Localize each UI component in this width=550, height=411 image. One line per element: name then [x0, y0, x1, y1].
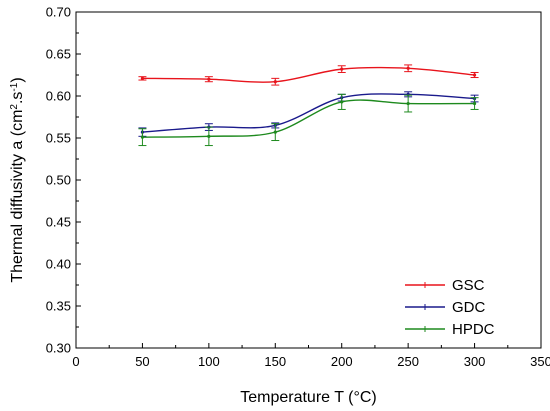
- x-axis: 0 50 100 150 200 250 300 350: [72, 343, 550, 369]
- y-axis-title: Thermal diffusivity a (cm2.s-1): [9, 77, 27, 282]
- x-axis-title: Temperature T (°C): [240, 389, 377, 406]
- x-tick-label: 250: [397, 354, 419, 369]
- y-tick-label: 0.65: [46, 47, 71, 62]
- data-point-gsc: [406, 66, 410, 70]
- data-point-hpdc: [140, 135, 145, 139]
- y-tick-label: 0.55: [46, 131, 71, 146]
- data-point-gsc: [140, 76, 145, 80]
- legend-entry-hpdc: HPDC: [405, 321, 495, 338]
- y-tick-label: 0.60: [46, 89, 71, 104]
- series-line-hpdc: [142, 99, 475, 138]
- data-point-gsc: [340, 67, 344, 71]
- series-hpdc: [138, 93, 479, 147]
- data-point-hpdc: [273, 130, 277, 134]
- data-point-hpdc: [472, 101, 477, 106]
- series-line-gsc: [142, 66, 475, 83]
- x-tick-label: 300: [464, 354, 486, 369]
- plot-frame: [75, 11, 542, 349]
- x-tick-label: 0: [72, 354, 79, 369]
- y-axis: 0.30 0.35 0.40 0.45 0.50 0.55 0.60 0.65 0.70: [46, 5, 81, 356]
- x-tick-label: 150: [264, 354, 286, 369]
- y-tick-label: 0.40: [46, 257, 71, 272]
- data-point-hpdc: [406, 101, 410, 106]
- y-axis-title-mid: .s: [9, 92, 26, 104]
- legend-label-hpdc: HPDC: [452, 321, 495, 338]
- y-tick-label: 0.50: [46, 173, 71, 188]
- series-gdc: [138, 91, 479, 137]
- y-tick-label: 0.30: [46, 341, 71, 356]
- y-axis-title-sup-neg1: -1: [9, 82, 20, 91]
- legend-label-gdc: GDC: [452, 299, 486, 316]
- data-point-gsc: [207, 77, 211, 81]
- series-layer: [138, 64, 479, 147]
- series-gsc: [138, 64, 479, 86]
- legend-entry-gdc: GDC: [405, 299, 486, 316]
- x-tick-label: 350: [530, 354, 550, 369]
- series-line-gdc: [142, 93, 475, 133]
- y-axis-title-sup-2: 2: [9, 104, 20, 110]
- x-tick-label: 200: [331, 354, 353, 369]
- data-point-gsc: [472, 73, 477, 77]
- y-axis-title-main: Thermal diffusivity a (cm: [9, 110, 26, 283]
- x-tick-label: 100: [198, 354, 220, 369]
- legend-label-gsc: GSC: [452, 277, 485, 294]
- y-axis-title-end: ): [9, 77, 26, 82]
- data-point-gsc: [273, 80, 277, 84]
- data-point-hpdc: [340, 100, 344, 104]
- legend: GSC GDC HPDC: [405, 277, 495, 338]
- legend-entry-gsc: GSC: [405, 277, 485, 294]
- data-point-hpdc: [207, 134, 211, 138]
- y-tick-label: 0.70: [46, 5, 71, 20]
- y-tick-label: 0.35: [46, 299, 71, 314]
- x-tick-label: 50: [135, 354, 149, 369]
- y-tick-label: 0.45: [46, 215, 71, 230]
